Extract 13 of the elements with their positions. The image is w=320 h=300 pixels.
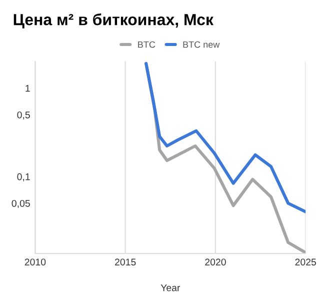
y-tick-label: 0,05: [12, 200, 30, 208]
x-tick-label: 2010: [24, 258, 46, 266]
x-axis-title: Year: [160, 284, 180, 292]
x-tick-label: 2020: [205, 258, 226, 266]
legend-label: BTC: [138, 41, 156, 48]
y-tick-label: 0,1: [17, 173, 30, 182]
y-tick-label: 0,5: [17, 111, 30, 120]
x-tick-label: 2015: [115, 258, 136, 266]
legend-label: BTC new: [183, 41, 220, 48]
y-tick-label: 1: [26, 84, 30, 92]
line-series: [144, 62, 306, 214]
x-tick-label: 2025: [295, 258, 316, 266]
chart-title: Цена м² в биткоинах, Мск: [14, 13, 214, 28]
